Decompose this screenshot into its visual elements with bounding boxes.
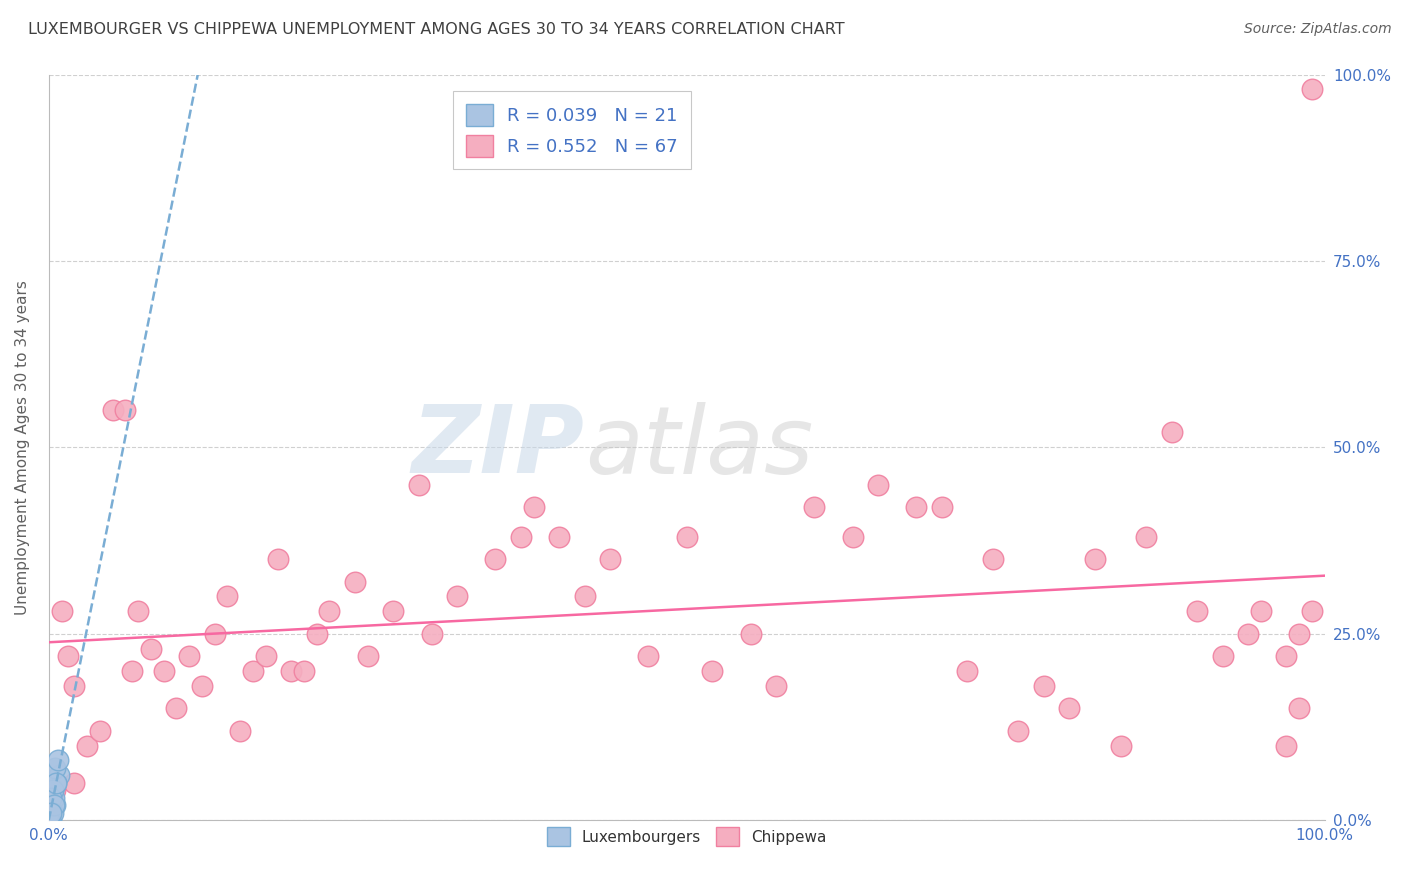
Point xyxy=(1185,604,1208,618)
Point xyxy=(56,649,79,664)
Point xyxy=(1059,701,1081,715)
Y-axis label: Unemployment Among Ages 30 to 34 years: Unemployment Among Ages 30 to 34 years xyxy=(15,280,30,615)
Point xyxy=(292,664,315,678)
Text: atlas: atlas xyxy=(585,401,813,492)
Point xyxy=(1275,739,1298,753)
Point xyxy=(357,649,380,664)
Point xyxy=(39,790,62,805)
Point xyxy=(1160,425,1182,440)
Point xyxy=(38,805,60,820)
Point xyxy=(46,754,69,768)
Point xyxy=(101,403,124,417)
Point xyxy=(343,574,366,589)
Point xyxy=(42,798,65,813)
Point xyxy=(89,723,111,738)
Point xyxy=(523,500,546,514)
Point xyxy=(318,604,340,618)
Point xyxy=(446,590,468,604)
Point xyxy=(765,679,787,693)
Point xyxy=(39,805,62,820)
Point xyxy=(229,723,252,738)
Point xyxy=(740,626,762,640)
Point xyxy=(191,679,214,693)
Point xyxy=(382,604,405,618)
Point xyxy=(408,477,430,491)
Point xyxy=(76,739,98,753)
Point xyxy=(868,477,890,491)
Point xyxy=(1084,552,1107,566)
Point xyxy=(841,530,863,544)
Point xyxy=(1212,649,1234,664)
Text: LUXEMBOURGER VS CHIPPEWA UNEMPLOYMENT AMONG AGES 30 TO 34 YEARS CORRELATION CHAR: LUXEMBOURGER VS CHIPPEWA UNEMPLOYMENT AM… xyxy=(28,22,845,37)
Point xyxy=(39,805,62,820)
Point xyxy=(48,768,70,782)
Point xyxy=(39,813,62,827)
Point xyxy=(41,805,63,820)
Point xyxy=(63,679,86,693)
Point xyxy=(675,530,697,544)
Point xyxy=(1301,82,1323,96)
Point xyxy=(420,626,443,640)
Point xyxy=(1135,530,1157,544)
Point xyxy=(38,798,60,813)
Point xyxy=(254,649,277,664)
Point xyxy=(139,641,162,656)
Point xyxy=(38,813,60,827)
Point xyxy=(1275,649,1298,664)
Point xyxy=(204,626,226,640)
Point xyxy=(1109,739,1132,753)
Point xyxy=(42,790,65,805)
Point xyxy=(1033,679,1056,693)
Point xyxy=(127,604,149,618)
Point xyxy=(280,664,302,678)
Point xyxy=(548,530,571,544)
Point xyxy=(1007,723,1029,738)
Point xyxy=(931,500,953,514)
Point xyxy=(114,403,136,417)
Point xyxy=(1237,626,1260,640)
Point xyxy=(1250,604,1272,618)
Point xyxy=(177,649,200,664)
Point xyxy=(637,649,659,664)
Point xyxy=(484,552,506,566)
Point xyxy=(509,530,531,544)
Point xyxy=(956,664,979,678)
Text: ZIP: ZIP xyxy=(412,401,585,493)
Point xyxy=(574,590,596,604)
Point xyxy=(41,783,63,797)
Point xyxy=(41,783,63,797)
Point xyxy=(45,776,67,790)
Point xyxy=(599,552,621,566)
Legend: Luxembourgers, Chippewa: Luxembourgers, Chippewa xyxy=(538,820,834,854)
Point xyxy=(702,664,724,678)
Point xyxy=(44,798,66,813)
Point xyxy=(63,776,86,790)
Point xyxy=(44,761,66,775)
Point xyxy=(51,604,73,618)
Point xyxy=(1288,701,1310,715)
Point xyxy=(39,813,62,827)
Point xyxy=(305,626,328,640)
Text: Source: ZipAtlas.com: Source: ZipAtlas.com xyxy=(1244,22,1392,37)
Point xyxy=(267,552,290,566)
Point xyxy=(803,500,825,514)
Point xyxy=(1288,626,1310,640)
Point xyxy=(1301,604,1323,618)
Point xyxy=(152,664,174,678)
Point xyxy=(39,813,62,827)
Point xyxy=(121,664,143,678)
Point xyxy=(44,783,66,797)
Point xyxy=(905,500,928,514)
Point xyxy=(39,813,62,827)
Point xyxy=(45,776,67,790)
Point xyxy=(165,701,187,715)
Point xyxy=(981,552,1004,566)
Point xyxy=(217,590,239,604)
Point xyxy=(242,664,264,678)
